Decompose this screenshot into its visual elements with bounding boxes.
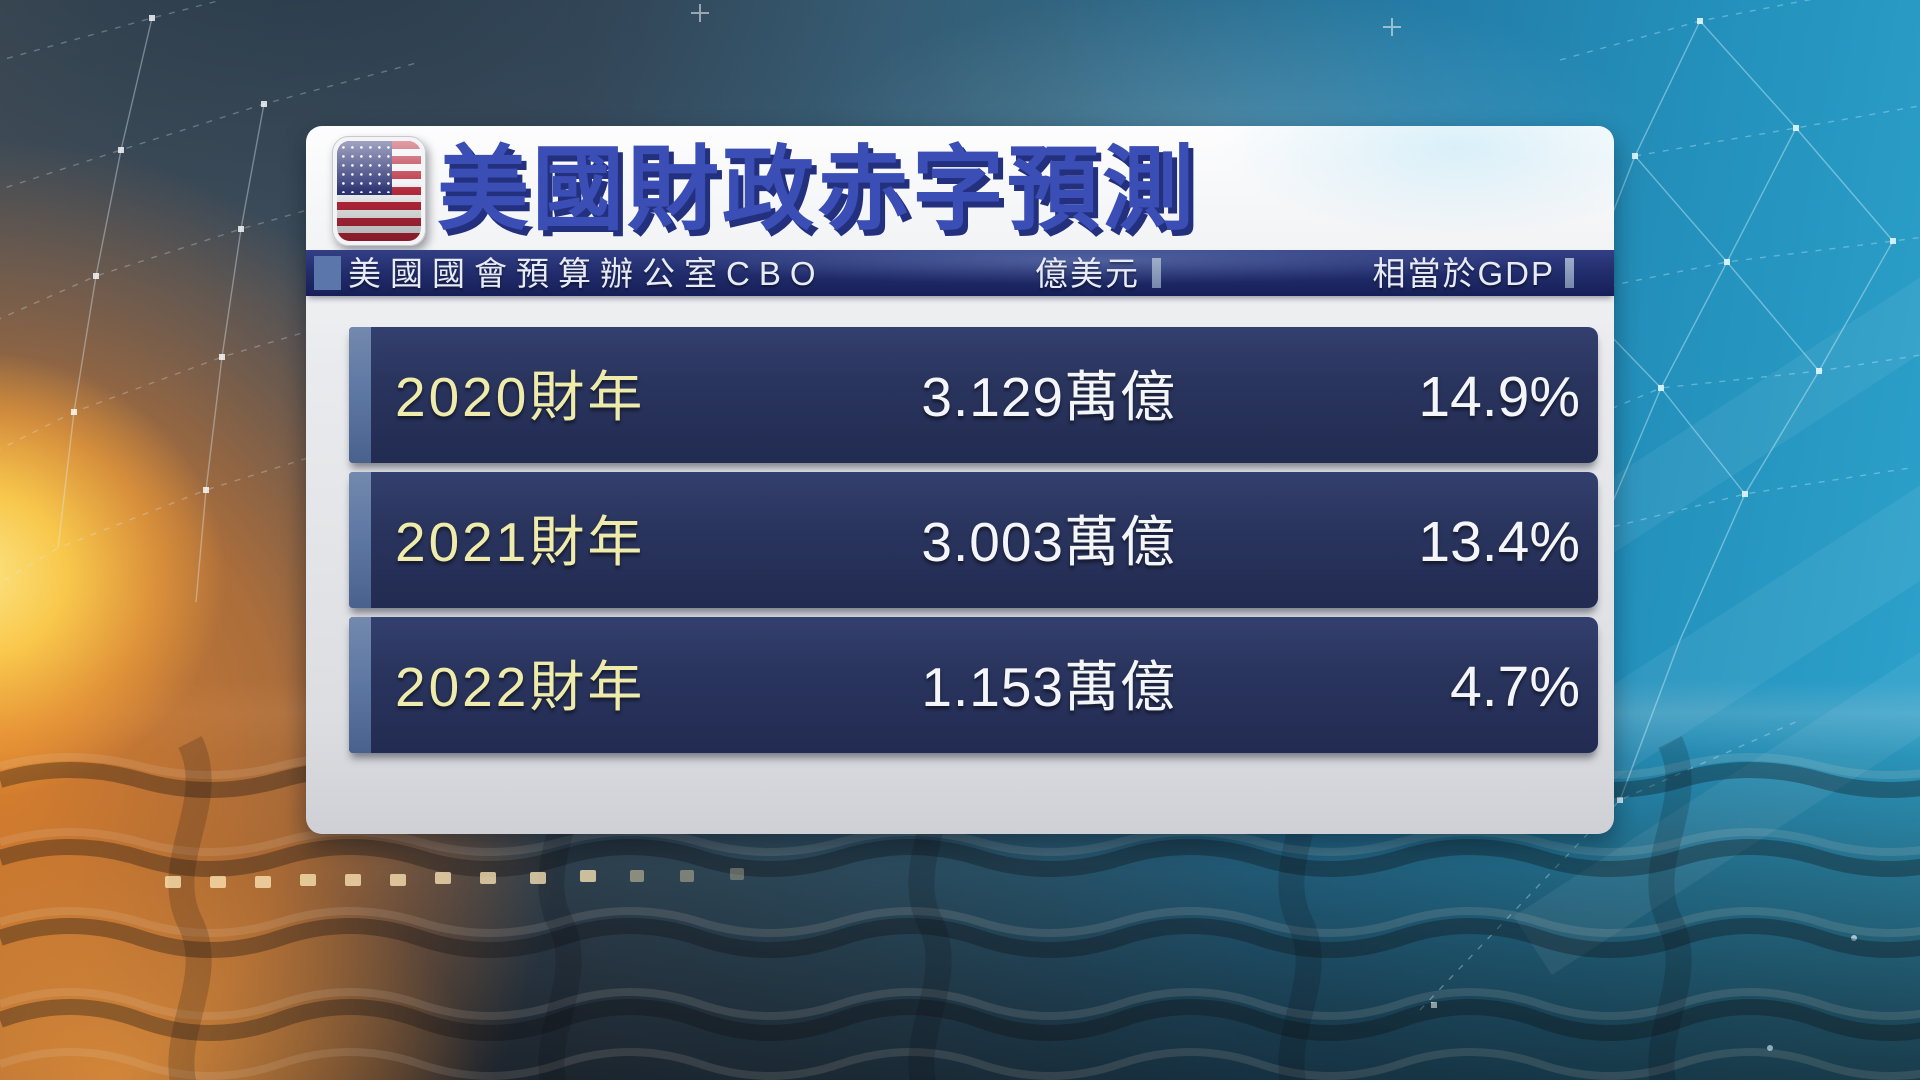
row-accent-strip [349, 617, 371, 753]
amount-cell: 3.003萬億 [921, 511, 1176, 573]
gdp-cell: 13.4% [1418, 510, 1580, 574]
table-header-bar: 美國國會預算辦公室CBO 億美元 相當於GDP [306, 250, 1614, 296]
amount-cell: 3.129萬億 [921, 366, 1176, 428]
table-row: 2020財年 3.129萬億 14.9% [349, 327, 1598, 463]
mesh-nodes-left [71, 15, 267, 493]
deficit-forecast-panel: 美國財政赤字預測 美國國會預算辦公室CBO 億美元 相當於GDP 2020財年 … [306, 126, 1614, 834]
row-accent-strip [349, 327, 371, 463]
led-strip [165, 868, 744, 888]
plus-marks [691, 4, 1401, 36]
table-row: 2022財年 1.153萬億 4.7% [349, 617, 1598, 753]
column-header-amount: 億美元 [1035, 255, 1140, 292]
accent-square [314, 256, 341, 290]
us-flag-icon [332, 136, 426, 246]
source-label: 美國國會預算辦公室CBO [348, 255, 825, 292]
mesh-nodes-right [1431, 18, 1896, 1008]
column-divider-icon [1565, 258, 1574, 288]
column-divider-icon [1152, 258, 1161, 288]
gdp-cell: 14.9% [1418, 365, 1580, 429]
table-row: 2021財年 3.003萬億 13.4% [349, 472, 1598, 608]
glass-shards [1513, 247, 1920, 975]
panel-title: 美國財政赤字預測 [437, 139, 1198, 241]
amount-cell: 1.153萬億 [921, 656, 1176, 718]
year-cell: 2022財年 [395, 656, 646, 718]
row-accent-strip [349, 472, 371, 608]
year-cell: 2021財年 [395, 511, 646, 573]
year-cell: 2020財年 [395, 366, 646, 428]
gdp-cell: 4.7% [1450, 655, 1580, 719]
column-header-gdp: 相當於GDP [1372, 255, 1555, 292]
